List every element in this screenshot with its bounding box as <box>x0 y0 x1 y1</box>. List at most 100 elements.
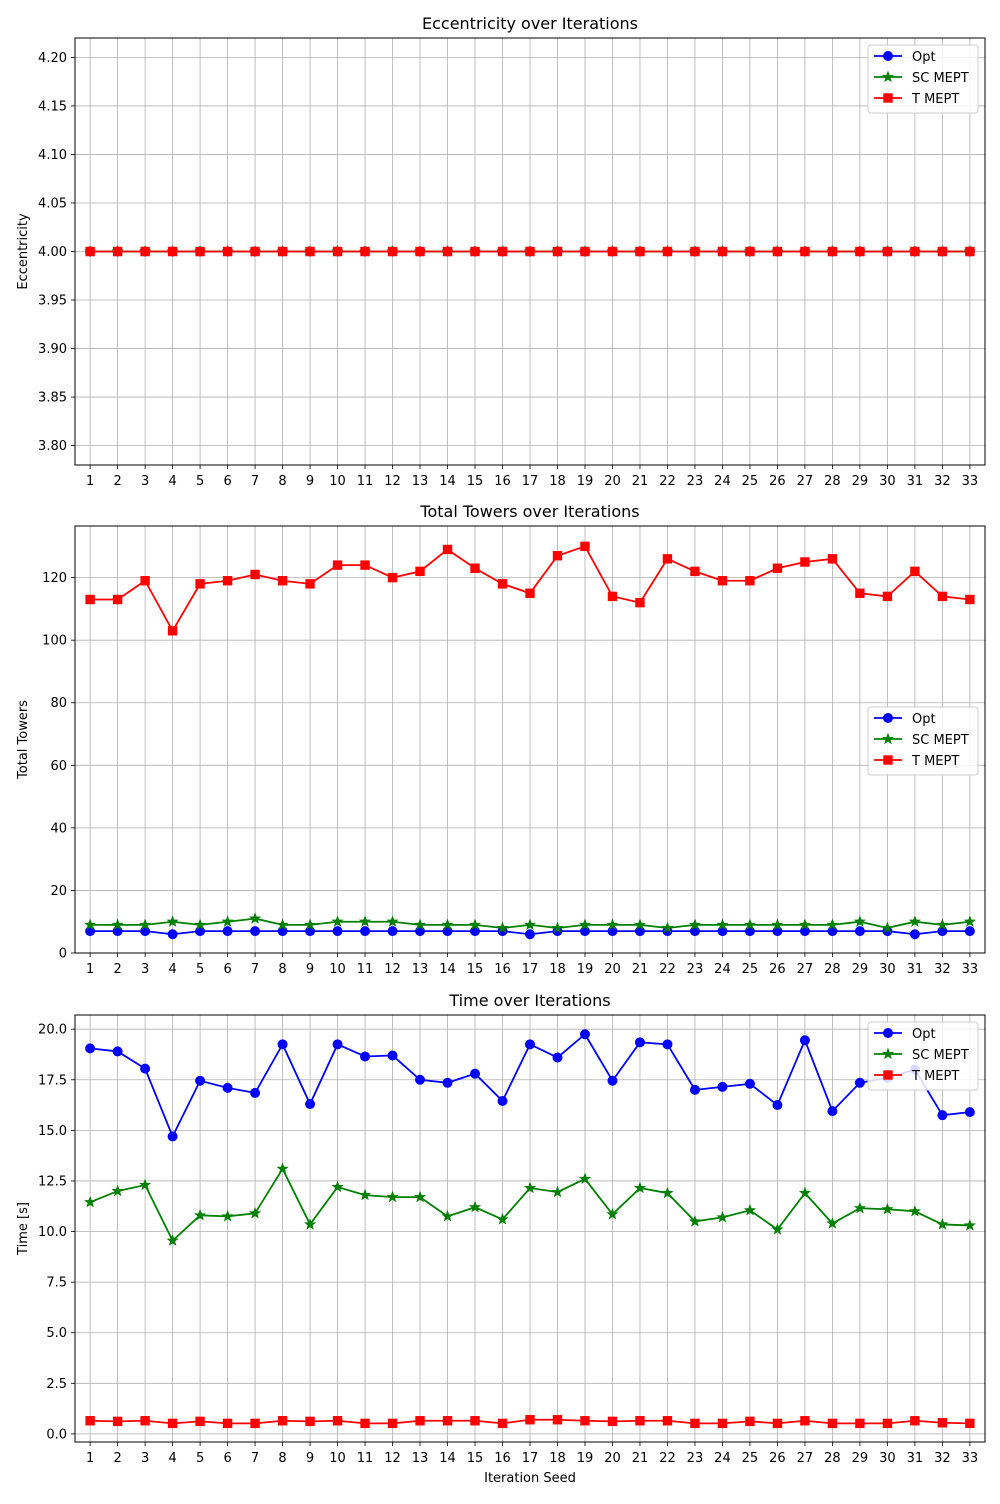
x-tick-label: 26 <box>769 1451 786 1466</box>
legend: Opt SC MEPT T MEPT <box>867 44 979 114</box>
x-tick-label: 29 <box>852 474 869 489</box>
data-point <box>250 246 260 257</box>
data-point <box>167 1131 178 1142</box>
x-tick-label: 27 <box>797 962 814 977</box>
data-point <box>690 246 700 257</box>
data-point <box>552 1415 563 1425</box>
data-point <box>634 1037 645 1048</box>
legend-marker <box>883 755 893 765</box>
data-point <box>496 1213 509 1225</box>
y-axis-label: Total Towers <box>16 700 31 780</box>
data-point <box>908 915 921 927</box>
data-point <box>882 246 893 257</box>
legend-label: T MEPT <box>911 754 959 769</box>
data-point <box>276 918 289 930</box>
data-point <box>360 560 370 570</box>
y-tick-label: 80 <box>50 696 67 711</box>
data-point <box>387 1418 398 1429</box>
data-point <box>305 1416 315 1427</box>
y-tick-label: 4.20 <box>38 51 67 66</box>
x-tick-label: 24 <box>714 474 731 489</box>
chart-panel-3: 1 2 3 4 5 6 7 8 9 10 11 12 13 14 15 16 17 18 19 20 21 22 23 24 2… <box>16 991 986 1486</box>
data-point <box>442 544 453 555</box>
data-point <box>167 929 178 940</box>
x-tick-label: 30 <box>879 962 896 977</box>
y-axis-label: Eccentricity <box>16 213 31 290</box>
x-tick-label: 7 <box>251 962 259 977</box>
data-point <box>468 1200 482 1213</box>
data-point <box>332 560 343 570</box>
data-point <box>910 1416 920 1426</box>
data-point <box>855 246 865 257</box>
data-point <box>606 918 619 930</box>
data-point <box>360 926 371 937</box>
x-tick-label: 13 <box>412 1451 429 1466</box>
x-tick-label: 15 <box>467 962 484 977</box>
data-point <box>937 1110 948 1121</box>
x-tick-label: 2 <box>113 1451 121 1466</box>
data-point <box>771 1223 784 1235</box>
data-point <box>772 1418 783 1429</box>
x-tick-label: 2 <box>113 474 121 489</box>
data-point <box>250 926 261 937</box>
data-point <box>965 594 975 605</box>
data-point <box>827 1418 838 1429</box>
data-point <box>826 918 839 930</box>
data-point <box>580 1416 590 1426</box>
data-point <box>360 1051 371 1062</box>
series-sc-mept <box>84 912 976 934</box>
x-tick-label: 8 <box>278 474 286 489</box>
x-tick-label: 29 <box>852 1451 869 1466</box>
y-tick-label: 60 <box>50 759 67 774</box>
x-tick-label: 16 <box>494 474 511 489</box>
x-tick-label: 14 <box>439 962 456 977</box>
data-point <box>798 1186 811 1199</box>
x-tick-label: 14 <box>439 474 456 489</box>
data-point <box>441 918 454 930</box>
x-tick-label: 32 <box>934 474 951 489</box>
data-point <box>717 246 728 257</box>
data-point <box>800 557 810 567</box>
legend-marker <box>883 1070 893 1080</box>
data-point <box>249 1206 262 1219</box>
legend-label: Opt <box>912 50 936 65</box>
data-point <box>140 576 150 586</box>
legend-marker <box>881 732 895 745</box>
data-point <box>551 921 564 934</box>
y-tick-label: 12.5 <box>38 1174 67 1189</box>
y-axis-label: Time [s] <box>16 1202 31 1256</box>
x-tick-label: 2 <box>113 962 121 977</box>
data-point <box>222 926 233 937</box>
data-point <box>523 1181 537 1194</box>
data-point <box>195 579 205 589</box>
data-point <box>442 246 453 257</box>
y-tick-label: 3.90 <box>38 342 67 357</box>
data-point <box>688 918 702 930</box>
data-point <box>855 1418 865 1429</box>
x-tick-label: 28 <box>824 962 841 977</box>
series-t-mept <box>85 246 975 257</box>
y-tick-label: 3.95 <box>38 294 67 309</box>
data-point <box>387 572 398 583</box>
data-point <box>607 591 618 602</box>
data-point <box>690 566 700 577</box>
x-tick-label: 17 <box>522 962 539 977</box>
x-tick-label: 11 <box>357 474 374 489</box>
data-point <box>853 915 866 927</box>
y-tick-label: 100 <box>42 634 67 649</box>
data-point <box>331 1180 344 1193</box>
legend-marker <box>883 713 893 723</box>
data-point <box>910 246 920 257</box>
x-tick-label: 32 <box>934 1451 951 1466</box>
data-point <box>496 921 509 934</box>
x-tick-label: 20 <box>604 474 621 489</box>
y-tick-label: 3.80 <box>38 439 67 454</box>
data-point <box>305 246 315 257</box>
legend-marker <box>883 1028 893 1038</box>
x-tick-label: 33 <box>962 1451 979 1466</box>
y-tick-label: 5.0 <box>46 1326 67 1341</box>
y-tick-label: 7.5 <box>46 1276 67 1291</box>
x-tick-label: 20 <box>604 962 621 977</box>
data-point <box>688 1215 702 1227</box>
